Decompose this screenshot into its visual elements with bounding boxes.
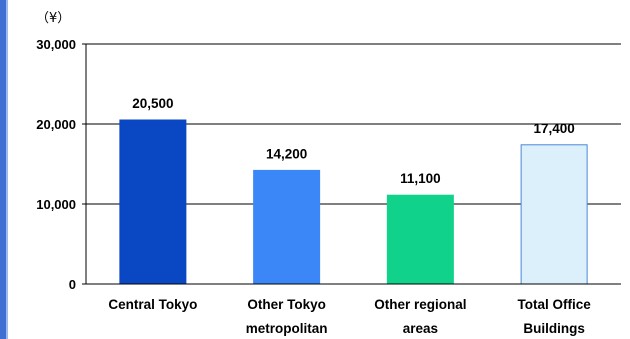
category-label: Central Tokyo: [108, 297, 197, 312]
data-label: 20,500: [132, 96, 173, 111]
bar: [386, 194, 454, 285]
bars: [119, 119, 588, 285]
axes: [82, 43, 621, 285]
category-label: areas: [403, 321, 438, 336]
y-tick-label: 0: [69, 277, 76, 292]
category-label: Total Office: [517, 297, 591, 312]
category-label: metropolitan: [246, 321, 328, 336]
bar: [520, 144, 588, 285]
category-label: Other Tokyo: [247, 297, 326, 312]
data-label: 14,200: [266, 146, 307, 161]
left-accent-bar-inner: [6, 0, 8, 339]
y-tick-label: 30,000: [36, 37, 76, 52]
data-label: 11,100: [400, 171, 441, 186]
bar: [119, 119, 187, 285]
left-accent-bar: [0, 0, 6, 339]
labels: 0 10,000 20,000 30,000 20,500 Central Tokyo 14…: [36, 37, 591, 336]
y-tick-label: 10,000: [36, 197, 76, 212]
category-label: Other regional: [374, 297, 466, 312]
y-unit-label: （¥）: [36, 11, 70, 26]
data-label: 17,400: [533, 121, 574, 136]
bar: [253, 169, 321, 285]
category-label: Buildings: [523, 321, 585, 336]
y-tick-label: 20,000: [36, 117, 76, 132]
